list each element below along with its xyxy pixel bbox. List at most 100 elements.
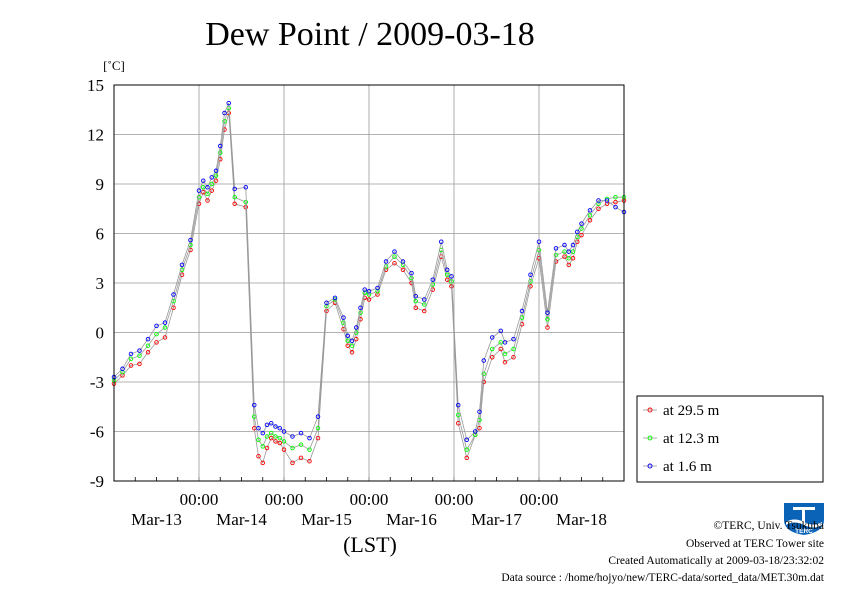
data-point [171, 292, 176, 297]
data-point [519, 308, 525, 314]
data-point [209, 175, 214, 180]
data-point [264, 445, 270, 451]
data-point [400, 259, 406, 264]
data-point [315, 435, 321, 441]
data-point [200, 185, 206, 190]
x-date-label: Mar-17 [471, 510, 522, 529]
data-point [553, 246, 559, 251]
data-point [570, 256, 576, 261]
data-point [383, 259, 389, 264]
data-point [145, 343, 151, 348]
data-point [354, 325, 359, 330]
legend-label: at 12.3 m [663, 431, 720, 447]
data-point [307, 447, 312, 452]
grid-lines [113, 84, 625, 482]
data-point [154, 323, 159, 329]
data-point [477, 425, 482, 431]
data-point [498, 340, 504, 345]
data-point [307, 435, 312, 441]
data-point [587, 213, 593, 218]
data-point [473, 429, 478, 434]
data-point [444, 267, 450, 273]
data-point [498, 346, 504, 352]
data-point [528, 272, 533, 278]
data-point [579, 232, 584, 238]
data-point [579, 226, 584, 231]
data-point [490, 335, 495, 340]
data-point [413, 305, 419, 311]
data-point [422, 308, 427, 314]
x-time-label: 00:00 [180, 490, 219, 509]
data-point [575, 239, 580, 244]
data-point [456, 412, 461, 418]
data-point [345, 343, 351, 348]
data-point [545, 325, 550, 330]
y-unit-label: [˚C] [103, 58, 125, 73]
data-point [260, 460, 266, 466]
data-point [579, 221, 584, 226]
data-point [188, 237, 193, 243]
data-point [439, 239, 444, 244]
data-point [349, 343, 355, 348]
data-point [566, 249, 572, 254]
data-point [413, 298, 419, 304]
data-point [298, 442, 304, 447]
data-point [553, 252, 559, 258]
y-tick-labels: -9 -6 -3 0 3 6 9 12 15 [87, 76, 104, 491]
x-time-label: 00:00 [520, 490, 559, 509]
logo-text: TERC [795, 528, 813, 535]
legend-label: at 1.6 m [663, 459, 712, 475]
x-axis-label: (LST) [343, 532, 397, 557]
data-point [290, 445, 295, 451]
data-point [269, 430, 274, 436]
data-point [256, 425, 261, 431]
data-point [570, 249, 576, 254]
data-point [341, 315, 346, 320]
data-point [232, 194, 237, 200]
data-point [269, 435, 274, 441]
data-point [243, 185, 248, 190]
data-point [298, 430, 304, 436]
data-point [281, 429, 287, 434]
data-point [196, 188, 202, 193]
data-point [209, 188, 214, 193]
data-point [613, 199, 618, 205]
data-point [232, 201, 237, 207]
data-point [281, 439, 287, 444]
series-line [113, 107, 624, 451]
data-point [562, 249, 567, 254]
x-time-label: 00:00 [435, 490, 474, 509]
data-point [307, 458, 312, 464]
legend-marker [647, 407, 653, 413]
data-point [315, 414, 321, 419]
data-point [444, 272, 450, 278]
data-point [273, 439, 278, 444]
data-point [324, 300, 329, 306]
data-point [422, 297, 427, 302]
data-point [277, 435, 283, 441]
data-point [145, 336, 151, 342]
data-point [345, 333, 351, 339]
data-point [477, 409, 482, 414]
data-point [362, 287, 368, 292]
y-tick-label: 6 [96, 225, 105, 244]
data-point [277, 440, 283, 446]
data-point [205, 198, 210, 203]
data-point [528, 284, 533, 289]
data-point [409, 275, 414, 281]
data-point [481, 371, 487, 377]
data-point [162, 335, 168, 340]
data-point [120, 366, 125, 372]
data-point [298, 455, 304, 461]
data-point [128, 356, 134, 362]
y-tick-label: -9 [90, 472, 104, 491]
data-point [613, 204, 618, 210]
created-text: Created Automatically at 2009-03-18/23:3… [608, 555, 824, 567]
terc-logo: TERC [784, 503, 824, 535]
data-point [587, 208, 593, 213]
data-point [213, 178, 219, 183]
data-point [137, 348, 142, 353]
data-point [222, 110, 227, 116]
data-point [502, 351, 508, 357]
